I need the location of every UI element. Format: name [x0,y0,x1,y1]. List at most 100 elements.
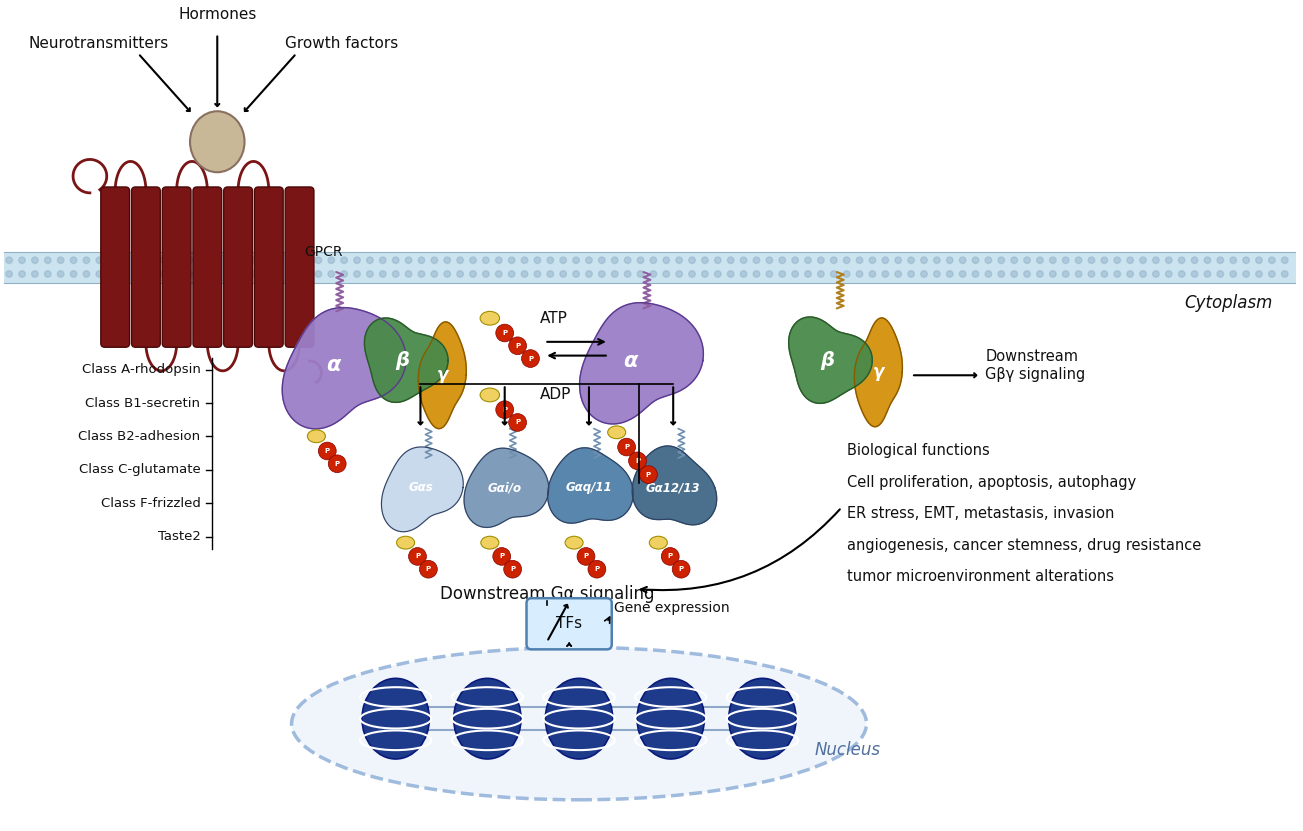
Circle shape [418,257,425,263]
Circle shape [727,257,734,263]
Ellipse shape [362,678,430,759]
Circle shape [353,271,361,278]
Circle shape [315,257,322,263]
Circle shape [457,257,464,263]
Circle shape [276,271,283,278]
Circle shape [5,271,13,278]
Text: Cell proliferation, apoptosis, autophagy: Cell proliferation, apoptosis, autophagy [847,475,1136,489]
Circle shape [946,271,952,278]
Circle shape [31,271,38,278]
Circle shape [1114,271,1121,278]
Text: Nucleus: Nucleus [814,741,881,760]
Circle shape [662,548,679,565]
Circle shape [160,257,167,263]
FancyBboxPatch shape [132,187,160,347]
Circle shape [121,271,129,278]
Polygon shape [855,318,903,426]
Circle shape [212,257,219,263]
FancyBboxPatch shape [100,187,129,347]
Ellipse shape [480,312,499,325]
Circle shape [482,257,489,263]
Circle shape [109,257,116,263]
Circle shape [921,257,928,263]
Circle shape [547,271,554,278]
Circle shape [663,257,670,263]
Circle shape [173,257,180,263]
Text: GPCR: GPCR [305,245,343,259]
Circle shape [689,257,696,263]
Circle shape [959,257,966,263]
Circle shape [302,257,309,263]
FancyBboxPatch shape [285,187,314,347]
Circle shape [1230,257,1237,263]
Circle shape [1191,271,1197,278]
Circle shape [727,271,734,278]
Circle shape [985,257,992,263]
Circle shape [1204,271,1210,278]
Ellipse shape [728,678,796,759]
Circle shape [714,257,721,263]
Text: ATP: ATP [539,311,567,326]
Circle shape [585,257,593,263]
Text: P: P [426,566,431,573]
Text: γ: γ [873,363,883,381]
Circle shape [1243,271,1250,278]
Circle shape [1049,271,1057,278]
Text: Class C-glutamate: Class C-glutamate [78,464,201,476]
Circle shape [985,271,992,278]
Circle shape [1230,271,1237,278]
Circle shape [495,401,513,419]
FancyBboxPatch shape [163,187,192,347]
Circle shape [302,271,309,278]
FancyBboxPatch shape [193,187,222,347]
Polygon shape [418,322,466,429]
Circle shape [856,271,863,278]
Circle shape [1101,257,1108,263]
Circle shape [1049,257,1057,263]
Circle shape [637,257,644,263]
Text: P: P [679,566,684,573]
Circle shape [1243,257,1250,263]
Circle shape [676,257,683,263]
Circle shape [1037,271,1044,278]
Circle shape [409,548,426,565]
Polygon shape [632,446,717,525]
Circle shape [843,271,850,278]
Text: γ: γ [437,366,448,384]
Circle shape [856,257,863,263]
Text: Class B2-adhesion: Class B2-adhesion [78,430,201,443]
Circle shape [457,271,464,278]
Circle shape [1178,271,1184,278]
Circle shape [547,257,554,263]
Circle shape [83,271,90,278]
Text: P: P [414,553,420,559]
Circle shape [663,271,670,278]
Circle shape [534,271,541,278]
Circle shape [1062,257,1068,263]
Circle shape [611,257,618,263]
Text: β: β [820,351,834,370]
Circle shape [18,271,25,278]
Circle shape [431,257,438,263]
Circle shape [173,271,180,278]
Ellipse shape [607,426,625,439]
Circle shape [1062,271,1068,278]
Circle shape [366,257,373,263]
FancyBboxPatch shape [526,598,611,649]
Circle shape [1011,257,1018,263]
Circle shape [598,271,605,278]
Circle shape [959,271,966,278]
Circle shape [444,257,451,263]
Circle shape [366,271,373,278]
Circle shape [817,257,825,263]
Circle shape [495,324,513,342]
Circle shape [289,257,296,263]
Circle shape [676,271,683,278]
Circle shape [585,271,593,278]
Text: Class B1-secretin: Class B1-secretin [86,396,201,410]
Circle shape [650,257,657,263]
Circle shape [628,452,646,470]
FancyBboxPatch shape [4,252,1295,283]
Text: Gαq/11: Gαq/11 [566,481,612,494]
Circle shape [611,271,618,278]
